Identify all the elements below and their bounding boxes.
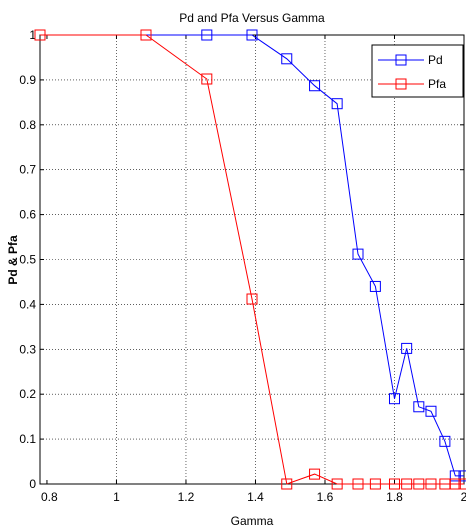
x-axis-label: Gamma [231, 514, 274, 528]
data-point-pd [449, 470, 461, 482]
y-axis-label: Pd & Pfa [6, 235, 20, 285]
data-point-pfa [413, 478, 425, 490]
data-point-pd [413, 401, 425, 413]
data-point-pfa [449, 478, 461, 490]
data-point-pd [331, 98, 343, 110]
data-point-pd [201, 29, 213, 41]
x-tick-label: 2 [461, 490, 466, 504]
data-point-pfa [458, 478, 466, 490]
data-point-pfa [201, 73, 213, 85]
data-point-pd [439, 435, 451, 447]
y-tick-label: 0.7 [19, 163, 36, 177]
y-tick-label: 0.9 [19, 73, 36, 87]
x-tick-label: 1.4 [247, 490, 264, 504]
chart-title: Pd and Pfa Versus Gamma [179, 11, 325, 25]
y-tick-label: 0.4 [19, 297, 36, 311]
y-tick-label: 0.5 [19, 253, 36, 267]
data-point-pfa [140, 29, 152, 41]
data-point-pfa [331, 478, 343, 490]
series-line-pfa [40, 34, 464, 485]
data-point-pd [401, 342, 413, 354]
data-point-pd [246, 29, 258, 41]
x-tick-label: 1.8 [386, 490, 403, 504]
y-tick-label: 0.6 [19, 208, 36, 222]
data-point-pd [281, 53, 293, 65]
data-point-pd [388, 393, 400, 405]
data-point-pfa [388, 478, 400, 490]
legend-label-pd: Pd [428, 53, 443, 67]
y-tick-label: 1 [29, 28, 36, 42]
data-point-pd [425, 405, 437, 417]
legend: Pd Pfa [371, 44, 464, 98]
x-tick-label: 1 [113, 490, 120, 504]
y-tick-label: 0.1 [19, 432, 36, 446]
data-point-pfa [281, 478, 293, 490]
data-point-pd [458, 470, 466, 482]
legend-box [371, 44, 464, 98]
legend-marker-pfa [395, 78, 407, 90]
y-tick-label: 0.2 [19, 387, 36, 401]
data-point-pfa [401, 478, 413, 490]
x-tick-label: 1.6 [317, 490, 334, 504]
y-tick-label: 0.8 [19, 118, 36, 132]
series-layer [34, 29, 466, 490]
legend-label-pfa: Pfa [428, 77, 446, 91]
data-point-pfa [352, 478, 364, 490]
tick-marks [40, 34, 465, 485]
data-point-pd [369, 280, 381, 292]
legend-marker-pd [395, 54, 407, 66]
grid [40, 35, 464, 484]
data-point-pfa [425, 478, 437, 490]
y-tick-label: 0 [29, 477, 36, 491]
x-tick-label: 1.2 [178, 490, 195, 504]
data-point-pd [309, 80, 321, 92]
data-point-pfa [34, 29, 46, 41]
y-tick-labels: 0 0.1 0.2 0.3 0.4 0.5 0.6 0.7 0.8 0.9 1 [19, 28, 36, 491]
data-point-pfa [246, 293, 258, 305]
series-line-pd [40, 34, 464, 477]
data-point-pfa [369, 478, 381, 490]
x-tick-labels: 0.8 1 1.2 1.4 1.6 1.8 2 [41, 490, 466, 504]
data-point-pd [352, 248, 364, 260]
x-tick-label: 0.8 [41, 490, 58, 504]
data-point-pfa [309, 468, 321, 480]
y-tick-label: 0.3 [19, 342, 36, 356]
